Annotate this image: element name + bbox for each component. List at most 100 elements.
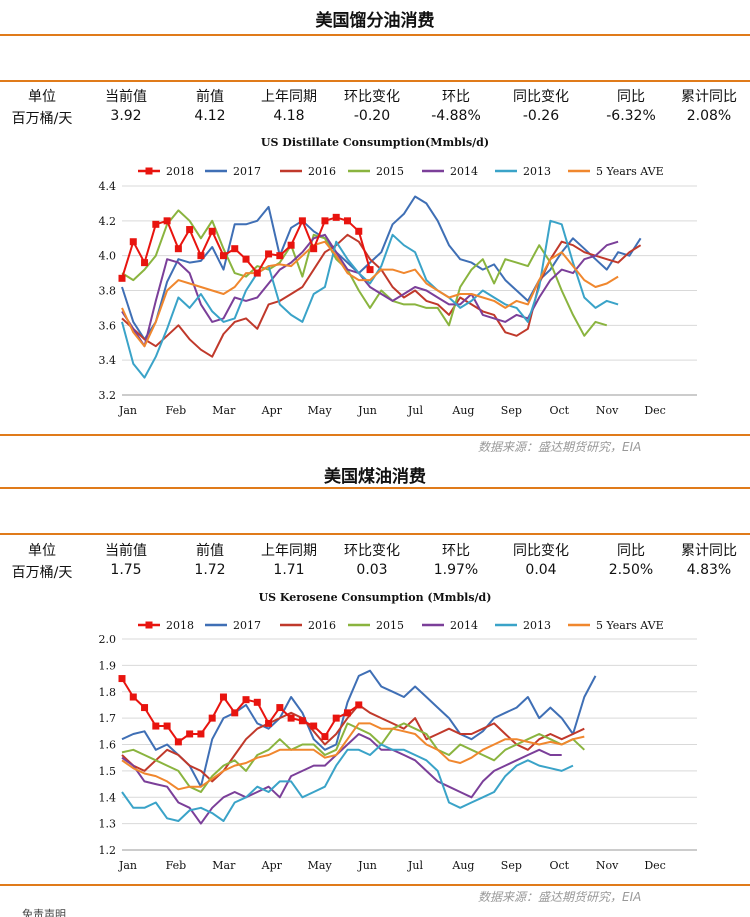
stats-header: 累计同比 [681,89,737,105]
x-tick-label: Jul [407,859,423,872]
series-line-2015 [121,722,585,793]
data-point [321,733,329,741]
data-point [332,714,340,722]
series-line-2014 [121,233,619,348]
divider [0,34,750,36]
data-point [174,738,182,746]
data-point [355,227,363,235]
series-line-5-years-ave [121,240,619,348]
data-point [287,714,295,722]
y-tick-label: 2.0 [99,633,117,646]
data-point [253,269,261,277]
y-tick-label: 1.2 [99,844,117,857]
data-point [231,245,239,253]
legend-label: 2018 [166,165,194,178]
data-point [197,730,205,738]
legend-label: 2015 [376,165,404,178]
stats-value: 2.50% [608,562,654,578]
section-title: 美国煤油消费 [324,467,426,487]
stats-value: 百万桶/天 [11,111,73,127]
y-tick-label: 3.8 [99,285,117,298]
legend-label: 2015 [376,619,404,632]
x-tick-label: Jul [407,404,423,417]
data-point [219,252,227,260]
x-tick-label: May [308,859,333,872]
legend-label: 2014 [450,165,478,178]
stats-header: 同比变化 [513,543,569,559]
y-tick-label: 3.2 [99,389,117,402]
chart-title: US Kerosene Consumption (Mmbls/d) [258,591,492,604]
stats-header: 同比 [617,89,645,105]
series-line-2013 [121,219,619,379]
distillate-chart-svg: 3.2 3.4 3.6 3.8 4.0 4.2 4.4 Jan Feb Mar Apr May Jun J… [99,165,697,417]
data-point [253,698,261,706]
y-tick-label: 4.4 [99,180,117,193]
y-tick-label: 1.3 [99,818,117,831]
stats-value-row: 百万桶/天 1.75 1.72 1.71 0.03 1.97% 0.04 2.5… [0,560,750,582]
y-tick-label: 1.5 [99,765,117,778]
data-point [163,217,171,225]
data-point [118,675,126,683]
stats-value: 百万桶/天 [11,565,73,581]
data-point [129,238,137,246]
kerosene-chart-svg: 1.2 1.3 1.4 1.5 1.6 1.7 1.8 1.9 2.0 Jan Feb Mar Apr M… [99,619,697,872]
stats-header: 环比 [442,89,470,105]
data-point [298,717,306,725]
x-tick-label: Jan [118,404,137,417]
stats-header: 前值 [196,89,224,105]
x-tick-label: Sep [501,859,522,872]
data-point [343,217,351,225]
x-tick-label: Mar [212,859,236,872]
data-point [321,217,329,225]
stats-value: 1.75 [110,562,142,578]
x-tick-label: Aug [451,404,474,417]
x-tick-label: Nov [596,404,619,417]
data-point [219,693,227,701]
data-point [287,241,295,249]
legend-label: 2017 [233,619,261,632]
x-tick-label: Apr [261,859,283,872]
stats-value: -0.20 [353,108,391,124]
stats-table: 单位 当前值 前值 上年同期 环比变化 环比 同比变化 同比 累计同比 百万桶/… [0,84,750,128]
stats-value: -0.26 [522,108,560,124]
data-point [242,696,250,704]
data-point [298,217,306,225]
stats-header: 环比变化 [344,543,400,559]
stats-header-row: 单位 当前值 前值 上年同期 环比变化 环比 同比变化 同比 累计同比 [0,84,750,106]
y-tick-label: 1.6 [99,739,117,752]
series-line-2014 [121,733,562,825]
legend-marker [145,167,153,175]
data-point [129,693,137,701]
y-tick-label: 1.9 [99,659,117,672]
data-point [265,250,273,258]
stats-value: 0.03 [356,562,388,578]
stats-value: 0.04 [525,562,557,578]
data-point [141,704,149,712]
divider [0,80,750,82]
data-point [152,722,160,730]
legend-marker [145,621,153,629]
section-title: 美国馏分油消费 [315,11,435,31]
x-tick-label: Jun [357,404,377,417]
stats-header: 单位 [28,89,56,105]
x-tick-label: Dec [644,404,666,417]
legend-label: 2016 [308,619,336,632]
legend-label: 5 Years AVE [596,165,664,178]
legend-label: 2013 [523,619,551,632]
stats-value: 1.72 [194,562,226,578]
stats-value: 4.83% [686,562,732,578]
divider [0,434,750,436]
x-tick-label: Sep [501,404,522,417]
stats-header: 当前值 [105,89,147,105]
x-tick-label: Nov [596,859,619,872]
x-tick-label: Feb [166,404,187,417]
data-point [197,252,205,260]
x-tick-label: Feb [166,859,187,872]
legend-label: 2018 [166,619,194,632]
legend-label: 5 Years AVE [596,619,664,632]
divider [0,884,750,886]
data-point [186,730,194,738]
stats-header: 同比变化 [513,89,569,105]
series-line-2016 [121,703,585,783]
y-tick-label: 1.8 [99,686,117,699]
